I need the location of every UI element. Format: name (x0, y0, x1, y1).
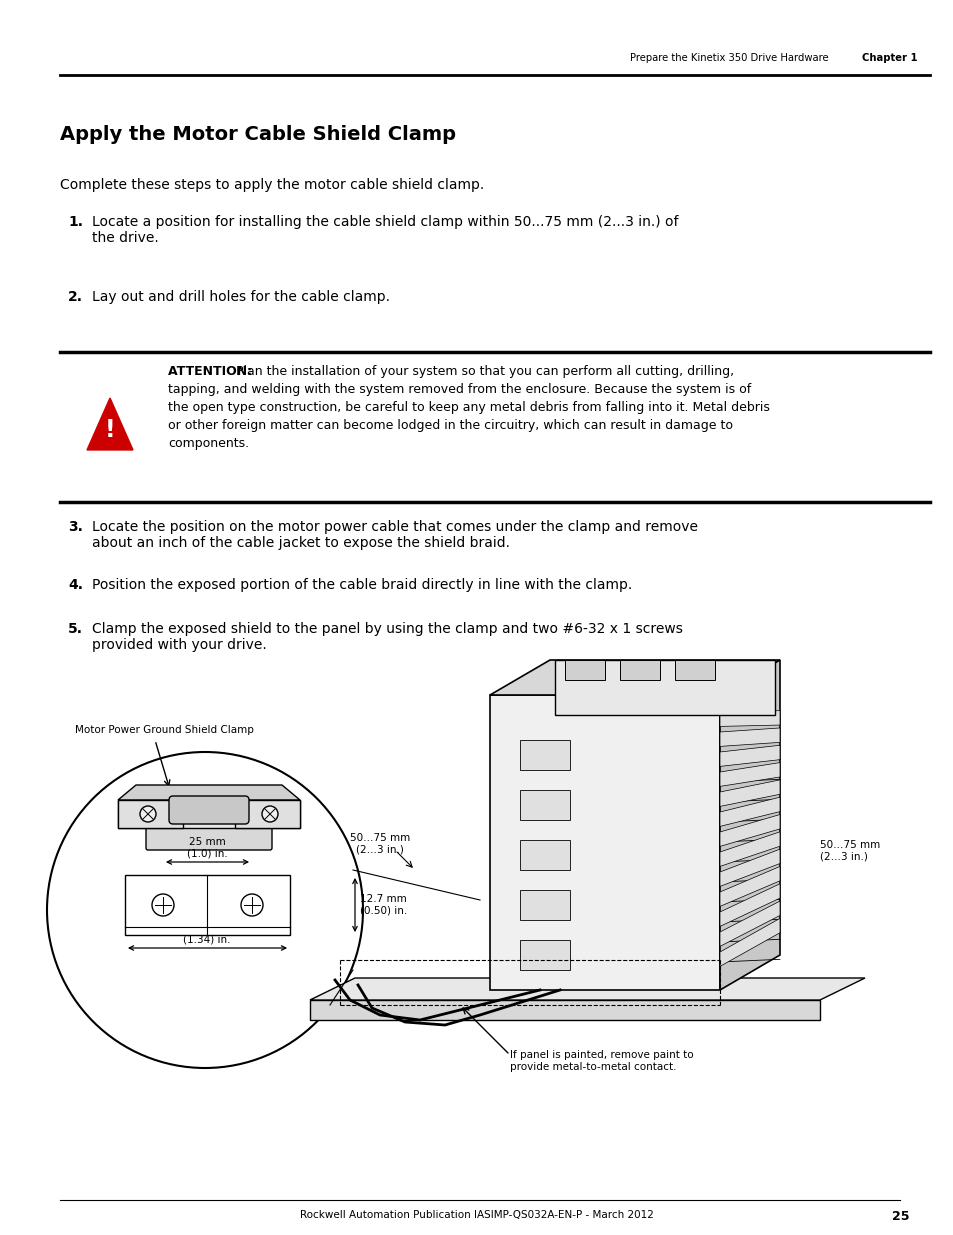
Text: Prepare the Kinetix 350 Drive Hardware: Prepare the Kinetix 350 Drive Hardware (629, 53, 828, 63)
Text: 4.: 4. (68, 578, 83, 592)
Polygon shape (555, 659, 774, 715)
Polygon shape (720, 902, 780, 946)
Text: Position the exposed portion of the cable braid directly in line with the clamp.: Position the exposed portion of the cabl… (91, 578, 632, 592)
Text: 34 mm
(1.34) in.: 34 mm (1.34) in. (183, 924, 231, 945)
Text: 25 mm
(1.0) in.: 25 mm (1.0) in. (187, 837, 227, 860)
Polygon shape (720, 797, 780, 826)
Polygon shape (720, 762, 780, 787)
Text: Apply the Motor Cable Shield Clamp: Apply the Motor Cable Shield Clamp (60, 125, 456, 144)
Polygon shape (619, 659, 659, 680)
Text: Plan the installation of your system so that you can perform all cutting, drilli: Plan the installation of your system so … (235, 366, 734, 378)
Circle shape (152, 894, 173, 916)
Polygon shape (720, 727, 780, 746)
Text: Lay out and drill holes for the cable clamp.: Lay out and drill holes for the cable cl… (91, 290, 390, 304)
Polygon shape (720, 710, 780, 726)
Text: 3.: 3. (68, 520, 83, 534)
Text: Clamp the exposed shield to the panel by using the clamp and two #6-32 x 1 screw: Clamp the exposed shield to the panel by… (91, 622, 682, 652)
Polygon shape (490, 659, 780, 695)
Text: 50…75 mm
(2…3 in.): 50…75 mm (2…3 in.) (350, 832, 410, 855)
Polygon shape (519, 740, 569, 769)
Circle shape (241, 894, 263, 916)
Circle shape (47, 752, 363, 1068)
Polygon shape (720, 815, 780, 846)
Text: Chapter 1: Chapter 1 (862, 53, 917, 63)
Polygon shape (720, 832, 780, 867)
Text: or other foreign matter can become lodged in the circuitry, which can result in : or other foreign matter can become lodge… (168, 419, 732, 432)
Polygon shape (490, 695, 720, 990)
Text: Rockwell Automation Publication IASIMP-QS032A-EN-P - March 2012: Rockwell Automation Publication IASIMP-Q… (300, 1210, 653, 1220)
Text: !: ! (105, 417, 115, 442)
Text: 5.: 5. (68, 622, 83, 636)
Polygon shape (118, 785, 299, 800)
Circle shape (262, 806, 277, 823)
Text: 25: 25 (892, 1210, 909, 1223)
Text: components.: components. (168, 437, 249, 450)
Polygon shape (564, 659, 604, 680)
Polygon shape (675, 659, 714, 680)
FancyBboxPatch shape (169, 797, 249, 824)
Text: Complete these steps to apply the motor cable shield clamp.: Complete these steps to apply the motor … (60, 178, 484, 191)
Text: the open type construction, be careful to keep any metal debris from falling int: the open type construction, be careful t… (168, 401, 769, 414)
Text: 50…75 mm
(2…3 in.): 50…75 mm (2…3 in.) (820, 840, 880, 862)
Polygon shape (720, 867, 780, 906)
Polygon shape (720, 919, 780, 967)
Polygon shape (519, 940, 569, 969)
Polygon shape (720, 779, 780, 806)
Polygon shape (519, 790, 569, 820)
Polygon shape (519, 890, 569, 920)
Polygon shape (720, 745, 780, 767)
Polygon shape (87, 398, 132, 450)
Circle shape (140, 806, 156, 823)
Polygon shape (519, 840, 569, 869)
Polygon shape (720, 884, 780, 926)
Polygon shape (118, 800, 183, 827)
Text: ATTENTION:: ATTENTION: (168, 366, 256, 378)
Polygon shape (720, 659, 780, 990)
Polygon shape (310, 978, 864, 1000)
Polygon shape (720, 850, 780, 887)
Polygon shape (310, 1000, 820, 1020)
Text: If panel is painted, remove paint to
provide metal-to-metal contact.: If panel is painted, remove paint to pro… (510, 1050, 693, 1072)
Polygon shape (234, 800, 299, 827)
Text: 1.: 1. (68, 215, 83, 228)
Text: 12.7 mm
(0.50) in.: 12.7 mm (0.50) in. (359, 894, 407, 916)
Text: tapping, and welding with the system removed from the enclosure. Because the sys: tapping, and welding with the system rem… (168, 383, 750, 396)
Polygon shape (125, 876, 290, 935)
Text: Motor Power Ground Shield Clamp: Motor Power Ground Shield Clamp (75, 725, 253, 735)
Text: Locate a position for installing the cable shield clamp within 50...75 mm (2...3: Locate a position for installing the cab… (91, 215, 678, 246)
Text: Locate the position on the motor power cable that comes under the clamp and remo: Locate the position on the motor power c… (91, 520, 698, 551)
FancyBboxPatch shape (146, 826, 272, 850)
Text: 2.: 2. (68, 290, 83, 304)
Polygon shape (118, 800, 299, 827)
